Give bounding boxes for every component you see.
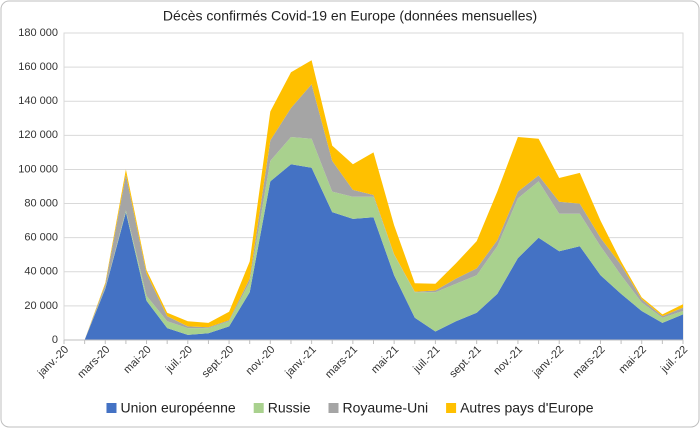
- legend-label: Union européenne: [120, 400, 235, 416]
- y-tick-label: 140 000: [18, 95, 58, 107]
- chart-title: Décès confirmés Covid-19 en Europe (donn…: [163, 8, 537, 24]
- y-tick-label: 180 000: [18, 27, 58, 39]
- legend-swatch: [253, 403, 264, 413]
- area: [64, 137, 683, 340]
- legend-swatch: [328, 403, 339, 413]
- legend-item: Royaume-Uni: [328, 400, 429, 416]
- y-tick-label: 20 000: [24, 300, 58, 312]
- y-tick-label: 40 000: [24, 266, 58, 278]
- legend-label: Royaume-Uni: [343, 400, 429, 416]
- legend-label: Russie: [268, 400, 311, 416]
- legend-item: Russie: [253, 400, 311, 416]
- legend-swatch: [106, 403, 117, 413]
- legend: Union européenne Russie Royaume-Uni Autres …: [106, 400, 594, 416]
- area: [64, 60, 683, 341]
- area: [64, 84, 683, 340]
- legend-item: Autres pays d'Europe: [446, 400, 594, 416]
- y-tick-label: 100 000: [18, 163, 58, 175]
- legend-label: Autres pays d'Europe: [460, 400, 594, 416]
- y-tick-label: 160 000: [18, 61, 58, 73]
- y-tick-label: 60 000: [24, 232, 58, 244]
- y-tick-label: 0: [52, 334, 58, 346]
- area: [64, 164, 683, 340]
- legend-swatch: [446, 403, 457, 413]
- y-tick-label: 80 000: [24, 197, 58, 209]
- legend-item: Union européenne: [106, 400, 236, 416]
- y-tick-label: 120 000: [18, 129, 58, 141]
